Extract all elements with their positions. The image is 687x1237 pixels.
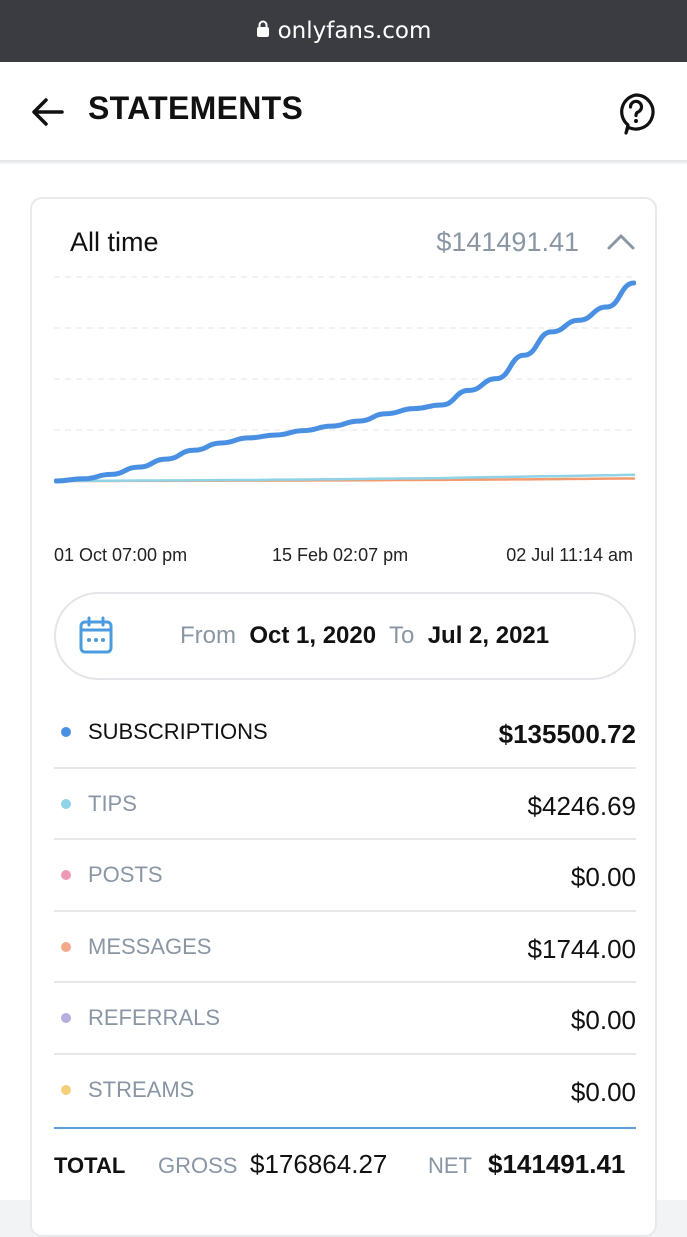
total-row: TOTAL GROSS $176864.27 NET $141491.41 <box>54 1149 654 1189</box>
browser-url-bar[interactable]: onlyfans.com <box>0 0 687 62</box>
calendar-icon <box>79 616 113 654</box>
lock-icon <box>256 18 270 44</box>
earnings-chart <box>54 276 636 484</box>
net-label: NET <box>428 1153 472 1178</box>
row-label: STREAMS <box>88 1076 195 1102</box>
row-messages: MESSAGES $1744.00 <box>54 912 636 983</box>
row-value: $1744.00 <box>527 933 636 964</box>
total-label: TOTAL <box>54 1153 126 1178</box>
legend-dot <box>61 941 71 952</box>
x-tick-label: 02 Jul 11:14 am <box>506 545 633 565</box>
help-circle-icon <box>620 93 655 135</box>
period-label: All time <box>70 227 159 257</box>
gross-label: GROSS <box>158 1153 238 1178</box>
total-divider <box>54 1127 636 1129</box>
earnings-breakdown: SUBSCRIPTIONS $135500.72 TIPS $4246.69 P… <box>54 697 636 1126</box>
x-tick-label: 01 Oct 07:00 pm <box>54 545 188 565</box>
row-label: SUBSCRIPTIONS <box>88 719 268 744</box>
row-label: TIPS <box>88 790 137 816</box>
row-value: $135500.72 <box>498 719 636 749</box>
row-streams: STREAMS $0.00 <box>54 1055 636 1127</box>
arrow-left-icon <box>32 98 64 126</box>
row-tips: TIPS $4246.69 <box>54 769 636 840</box>
legend-dot <box>61 1013 71 1023</box>
row-value: $0.00 <box>570 862 636 892</box>
series-line <box>54 280 636 484</box>
page-header: STATEMENTS <box>0 62 687 162</box>
from-label: From <box>180 622 236 649</box>
help-button[interactable] <box>616 92 656 136</box>
legend-dot <box>61 870 71 880</box>
collapse-button[interactable] <box>606 231 636 253</box>
chevron-up-icon <box>607 234 635 250</box>
row-referrals: REFERRALS $0.00 <box>54 983 636 1055</box>
legend-dot <box>61 798 71 809</box>
date-range-picker[interactable]: From Oct 1, 2020 To Jul 2, 2021 <box>54 592 636 680</box>
row-label: REFERRALS <box>88 1005 221 1030</box>
series-line <box>54 473 636 483</box>
to-date[interactable]: Jul 2, 2021 <box>427 622 550 649</box>
gross-value: $176864.27 <box>250 1149 388 1179</box>
row-posts: POSTS $0.00 <box>54 840 636 912</box>
statements-content: All time $141491.41 01 Oct 07:00 pm 15 F… <box>0 164 687 1237</box>
from-date[interactable]: Oct 1, 2020 <box>249 622 377 649</box>
earnings-card: All time $141491.41 01 Oct 07:00 pm 15 F… <box>30 197 657 1237</box>
legend-dot <box>61 1084 71 1095</box>
row-value: $0.00 <box>570 1005 636 1035</box>
page-title: STATEMENTS <box>88 90 304 126</box>
row-subscriptions: SUBSCRIPTIONS $135500.72 <box>54 697 636 769</box>
period-total: $141491.41 <box>436 227 579 257</box>
to-label: To <box>389 622 415 649</box>
row-value: $4246.69 <box>527 790 636 821</box>
card-header[interactable]: All time $141491.41 <box>32 199 659 279</box>
row-label: POSTS <box>88 862 163 887</box>
back-button[interactable] <box>28 92 68 132</box>
net-value: $141491.41 <box>488 1149 626 1179</box>
x-tick-label: 15 Feb 02:07 pm <box>272 545 409 565</box>
row-label: MESSAGES <box>88 933 212 959</box>
legend-dot <box>61 727 71 737</box>
row-value: $0.00 <box>570 1076 636 1107</box>
url-text: onlyfans.com <box>277 18 432 44</box>
